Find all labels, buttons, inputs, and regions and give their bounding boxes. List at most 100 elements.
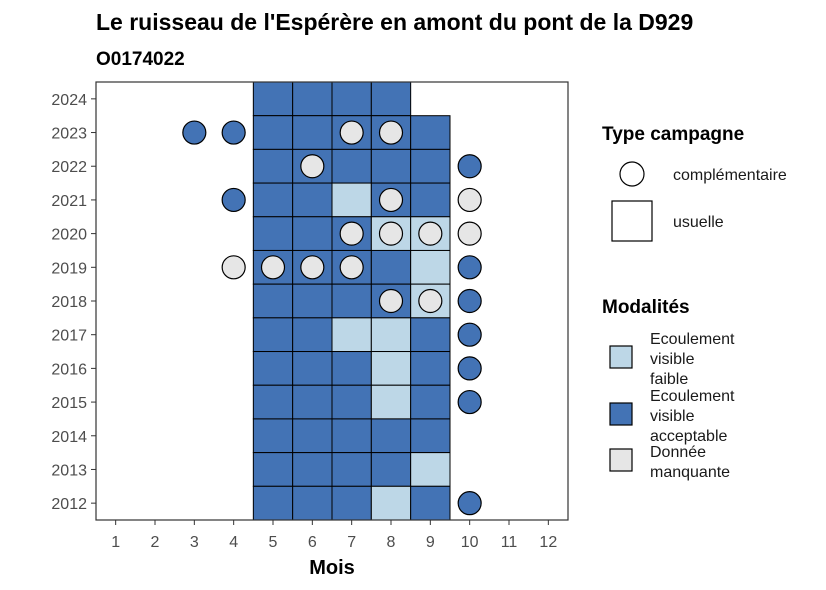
square-2017-m7 — [331, 317, 372, 353]
square-2016-m8 — [370, 351, 412, 386]
legend-label-complementaire: complémentaire — [673, 167, 787, 184]
y-tick-label-2021: 2021 — [51, 193, 87, 210]
x-tick-label-5: 5 — [269, 534, 278, 551]
square-2017-m8 — [370, 317, 412, 353]
square-2022-m7 — [331, 148, 372, 184]
square-2023-m9 — [410, 115, 451, 150]
square-2014-m6 — [292, 418, 333, 454]
circle-2022-m10 — [457, 154, 482, 179]
square-2015-m6 — [292, 384, 333, 420]
square-2013-m6 — [292, 452, 333, 487]
square-2024-m6 — [292, 81, 333, 117]
square-2020-m5 — [252, 216, 294, 251]
legend-label-acceptable-line3: acceptable — [650, 428, 727, 445]
y-tick-label-2022: 2022 — [51, 159, 87, 176]
square-2024-m7 — [331, 81, 372, 117]
square-2018-m6 — [292, 283, 333, 319]
circle-2019-m6 — [300, 255, 325, 280]
legend-key-manquante — [609, 448, 633, 472]
x-tick-label-3: 3 — [190, 534, 199, 551]
chart-subtitle: O0174022 — [96, 49, 185, 70]
y-tick-label-2017: 2017 — [51, 328, 87, 345]
square-2012-m8 — [370, 485, 412, 521]
square-2014-m7 — [331, 418, 372, 454]
circle-2021-m10 — [457, 187, 482, 213]
circle-2019-m4 — [221, 255, 246, 280]
circle-2023-m7 — [339, 120, 364, 145]
legend-key-faible — [609, 345, 633, 369]
square-2013-m5 — [252, 452, 294, 487]
square-2013-m7 — [331, 452, 372, 487]
x-tick-label-11: 11 — [501, 534, 518, 551]
circles-layer — [182, 120, 482, 516]
circle-2022-m6 — [300, 154, 325, 179]
y-tick-label-2020: 2020 — [51, 227, 87, 244]
chart-title: Le ruisseau de l'Espérère en amont du po… — [96, 9, 693, 35]
x-tick-label-2: 2 — [151, 534, 160, 551]
x-tick-label-6: 6 — [308, 534, 317, 551]
square-2021-m6 — [292, 182, 333, 218]
square-2023-m5 — [252, 115, 294, 150]
square-2013-m9 — [410, 452, 451, 487]
square-2021-m9 — [410, 182, 451, 218]
x-axis: 1 2 3 4 5 6 7 8 9 10 11 12 — [111, 520, 557, 551]
legend-label-usuelle: usuelle — [673, 214, 724, 231]
square-2019-m9 — [410, 249, 451, 285]
y-tick-label-2023: 2023 — [51, 126, 87, 143]
y-axis: 2024 2023 2022 2021 2020 2019 2018 2017 2016 2015… — [51, 92, 96, 513]
circle-2023-m3 — [182, 120, 207, 145]
legend: Type campagne complémentaire usuelle Mod… — [602, 124, 787, 481]
y-tick-label-2016: 2016 — [51, 361, 87, 378]
legend-label-faible: Ecoulement visible faible — [650, 331, 739, 388]
legend-label-faible-line1: Ecoulement — [650, 331, 735, 348]
square-2017-m5 — [252, 317, 294, 353]
square-2014-m9 — [410, 418, 451, 454]
legend-label-acceptable-line1: Ecoulement — [650, 388, 735, 405]
circle-2012-m10 — [457, 491, 482, 516]
square-2018-m5 — [252, 283, 294, 319]
legend-modalites-title: Modalités — [602, 297, 690, 318]
legend-label-acceptable: Ecoulement visible acceptable — [650, 388, 739, 445]
square-2021-m5 — [252, 182, 294, 218]
x-tick-label-9: 9 — [426, 534, 435, 551]
square-2020-m6 — [292, 216, 333, 251]
square-2017-m6 — [292, 317, 333, 353]
legend-label-acceptable-line2: visible — [650, 408, 695, 425]
square-2018-m7 — [331, 283, 372, 319]
square-2024-m8 — [370, 81, 412, 117]
square-2016-m5 — [252, 351, 294, 386]
square-2015-m5 — [252, 384, 294, 420]
circle-2020-m10 — [457, 221, 482, 246]
circle-2018-m10 — [457, 288, 482, 314]
legend-label-faible-line3: faible — [650, 371, 688, 388]
legend-key-acceptable — [609, 402, 633, 426]
legend-label-faible-line2: visible — [650, 351, 695, 368]
legend-key-usuelle — [611, 200, 653, 242]
x-tick-label-12: 12 — [539, 534, 557, 551]
circle-2019-m10 — [457, 255, 482, 280]
x-tick-label-8: 8 — [387, 534, 396, 551]
legend-label-manquante-line1: Donnée — [650, 444, 706, 461]
square-2014-m8 — [370, 418, 412, 454]
circle-2021-m4 — [221, 187, 246, 213]
legend-label-manquante-line2: manquante — [650, 464, 730, 481]
circle-2021-m8 — [378, 187, 404, 213]
square-2017-m9 — [410, 317, 451, 353]
y-tick-label-2018: 2018 — [51, 294, 87, 311]
circle-2020-m9 — [418, 221, 443, 246]
square-2015-m9 — [410, 384, 451, 420]
circle-2015-m10 — [457, 389, 482, 415]
legend-key-complementaire — [619, 161, 645, 187]
circle-2019-m5 — [260, 255, 286, 280]
y-tick-label-2015: 2015 — [51, 395, 87, 412]
square-2022-m8 — [370, 148, 412, 184]
circle-2018-m8 — [378, 288, 404, 314]
x-tick-label-1: 1 — [111, 534, 120, 551]
x-tick-label-7: 7 — [347, 534, 356, 551]
square-2016-m6 — [292, 351, 333, 386]
circle-2023-m4 — [221, 120, 246, 145]
circle-2023-m8 — [378, 120, 404, 145]
y-tick-label-2013: 2013 — [51, 462, 87, 479]
y-tick-label-2014: 2014 — [51, 429, 87, 446]
